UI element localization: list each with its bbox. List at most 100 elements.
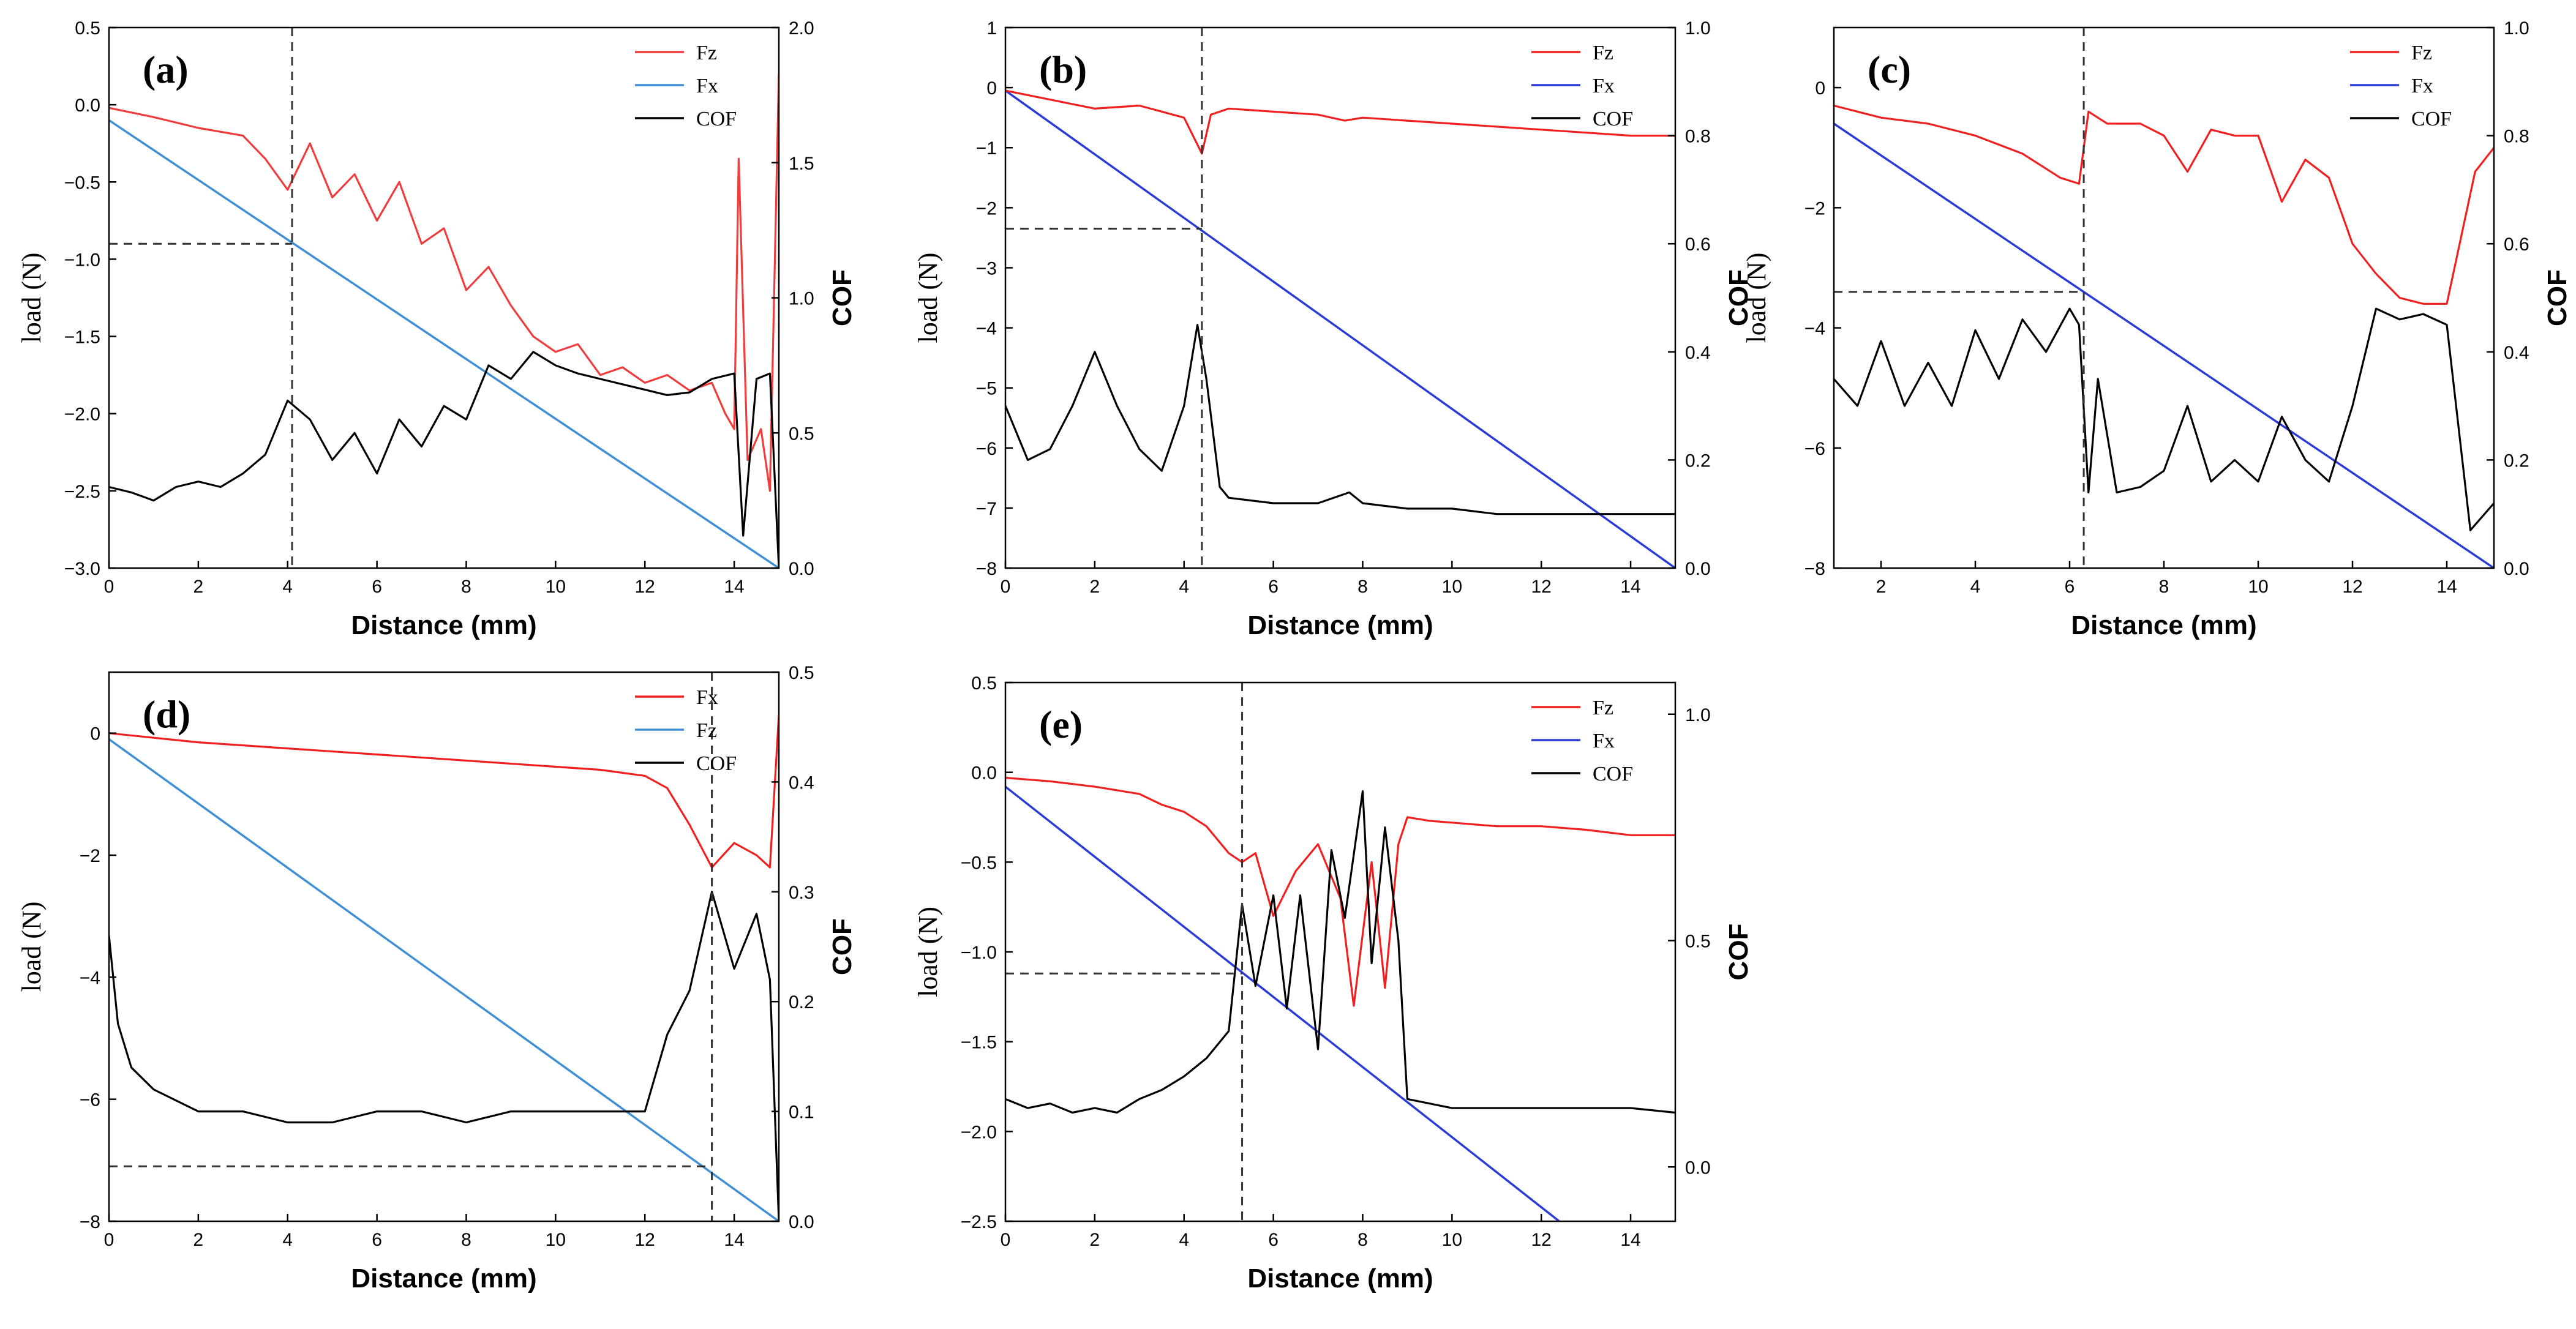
series-line-cof <box>109 351 779 568</box>
x-tick-label: 6 <box>2065 577 2075 597</box>
x-tick-label: 6 <box>1268 1230 1279 1250</box>
x-axis-title: Distance (mm) <box>351 610 536 640</box>
series-line-fz <box>109 738 779 1221</box>
y-tick-label: −8 <box>80 1212 100 1232</box>
x-tick-label: 8 <box>461 577 471 597</box>
series-line-fz <box>109 73 779 492</box>
x-axis-title: Distance (mm) <box>2071 610 2256 640</box>
x-tick-label: 10 <box>1442 1230 1462 1250</box>
x-tick-label: 2 <box>193 577 204 597</box>
y-axis-title: load (N) <box>17 253 47 343</box>
y-tick-label: 0.0 <box>971 763 997 784</box>
y-tick-label: −4 <box>976 319 997 339</box>
legend-label: COF <box>696 108 737 130</box>
y2-axis-title: COF <box>2542 269 2572 326</box>
x-tick-label: 6 <box>1268 577 1279 597</box>
series-line-fx <box>109 714 779 869</box>
y-tick-label: −2 <box>1804 198 1825 219</box>
legend-label: Fx <box>696 686 718 709</box>
y-axis-title: load (N) <box>1741 253 1771 343</box>
y-tick-label: −2.0 <box>961 1122 997 1142</box>
legend-label: Fx <box>2411 75 2433 97</box>
x-tick-label: 12 <box>635 577 655 597</box>
plot-frame <box>1833 26 2495 569</box>
x-tick-label: 10 <box>2248 577 2268 597</box>
y2-tick-label: 0.1 <box>789 1103 814 1123</box>
series-line-fx <box>109 119 779 568</box>
x-tick-label: 8 <box>1357 577 1368 597</box>
y2-tick-label: 0.6 <box>1685 234 1711 255</box>
series-line-fx <box>1005 785 1560 1221</box>
y2-tick-label: 0.6 <box>2504 234 2529 255</box>
x-tick-label: 8 <box>2159 577 2169 597</box>
series-line-cof <box>1005 790 1675 1114</box>
y2-tick-label: 0.0 <box>789 1212 814 1232</box>
y2-tick-label: 1.0 <box>2504 18 2529 39</box>
series-line-fz <box>1005 89 1675 155</box>
y-tick-label: 0.5 <box>971 673 997 694</box>
legend-label: Fz <box>2411 42 2432 64</box>
y-tick-label: 0 <box>986 78 997 99</box>
x-tick-label: 14 <box>1620 1230 1640 1250</box>
x-tick-label: 2 <box>1090 1230 1100 1250</box>
plot-frame <box>108 671 780 1222</box>
y-tick-label: −6 <box>1804 439 1825 459</box>
x-tick-label: 14 <box>724 577 744 597</box>
y-tick-label: −0.5 <box>961 853 997 873</box>
plot-frame <box>108 26 780 569</box>
x-axis-title: Distance (mm) <box>1247 610 1433 640</box>
series-line-fx <box>1005 89 1675 568</box>
x-tick-label: 0 <box>1001 577 1011 597</box>
y-tick-label: −6 <box>976 439 997 459</box>
y-tick-label: −2 <box>976 198 997 219</box>
chart-panel-b: 0 2 4 6 8 10 12 14 −8 −7 −6 −5 −4 −3 −2 −1 0 1 0.0 0.2 0.4 0.… <box>913 18 1754 640</box>
y2-tick-label: 0.8 <box>2504 127 2529 147</box>
legend-label: Fz <box>1593 42 1613 64</box>
x-tick-label: 14 <box>1620 577 1640 597</box>
y2-tick-label: 0.0 <box>2504 559 2529 579</box>
y2-tick-label: 0.3 <box>789 883 814 903</box>
y2-tick-label: 0.4 <box>789 773 814 793</box>
legend-label: COF <box>1593 108 1633 130</box>
y2-tick-label: 0.2 <box>1685 451 1711 471</box>
x-tick-label: 12 <box>2342 577 2362 597</box>
y2-tick-label: 0.5 <box>789 424 814 444</box>
x-tick-label: 10 <box>1442 577 1462 597</box>
x-tick-label: 4 <box>282 1230 293 1250</box>
panel-label: (c) <box>1868 48 1911 91</box>
x-tick-label: 12 <box>1531 1230 1552 1250</box>
legend-label: Fx <box>1593 730 1615 752</box>
y2-tick-label: 0.4 <box>2504 343 2529 363</box>
y2-tick-label: 0.8 <box>1685 127 1711 147</box>
y-tick-label: −3.0 <box>64 559 100 579</box>
x-tick-label: 8 <box>461 1230 471 1250</box>
y-tick-label: −8 <box>976 559 997 579</box>
y-tick-label: −1.0 <box>64 250 100 270</box>
y-axis-title: load (N) <box>17 902 47 992</box>
x-tick-label: 4 <box>1970 577 1981 597</box>
y2-axis-title: COF <box>827 269 857 326</box>
series-line-fx <box>1834 122 2494 568</box>
x-tick-label: 10 <box>546 1230 566 1250</box>
y-tick-label: −7 <box>976 499 997 519</box>
y2-tick-label: 0.4 <box>1685 343 1711 363</box>
y2-tick-label: 0.5 <box>789 663 814 683</box>
legend-label: Fx <box>1593 75 1615 97</box>
legend-label: COF <box>696 752 737 775</box>
y2-tick-label: 1.0 <box>789 289 814 309</box>
x-tick-label: 2 <box>1876 577 1887 597</box>
legend-label: COF <box>1593 763 1633 785</box>
y-tick-label: −4 <box>80 968 100 988</box>
y2-axis-title: COF <box>1724 269 1754 326</box>
chart-panel-c: 2 4 6 8 10 12 14 −8 −6 −4 −2 0 0.0 0.2 0.4 0.6 0.8 1.0 Dis… <box>1741 18 2572 640</box>
x-tick-label: 0 <box>104 1230 115 1250</box>
x-tick-label: 6 <box>372 577 382 597</box>
y-axis-title: load (N) <box>913 907 943 997</box>
x-tick-label: 4 <box>1179 577 1189 597</box>
x-tick-label: 12 <box>1531 577 1552 597</box>
legend-label: COF <box>2411 108 2452 130</box>
y2-tick-label: 1.0 <box>1685 18 1711 39</box>
y2-tick-label: 0.0 <box>1685 559 1711 579</box>
series-line-fz <box>1834 104 2494 305</box>
